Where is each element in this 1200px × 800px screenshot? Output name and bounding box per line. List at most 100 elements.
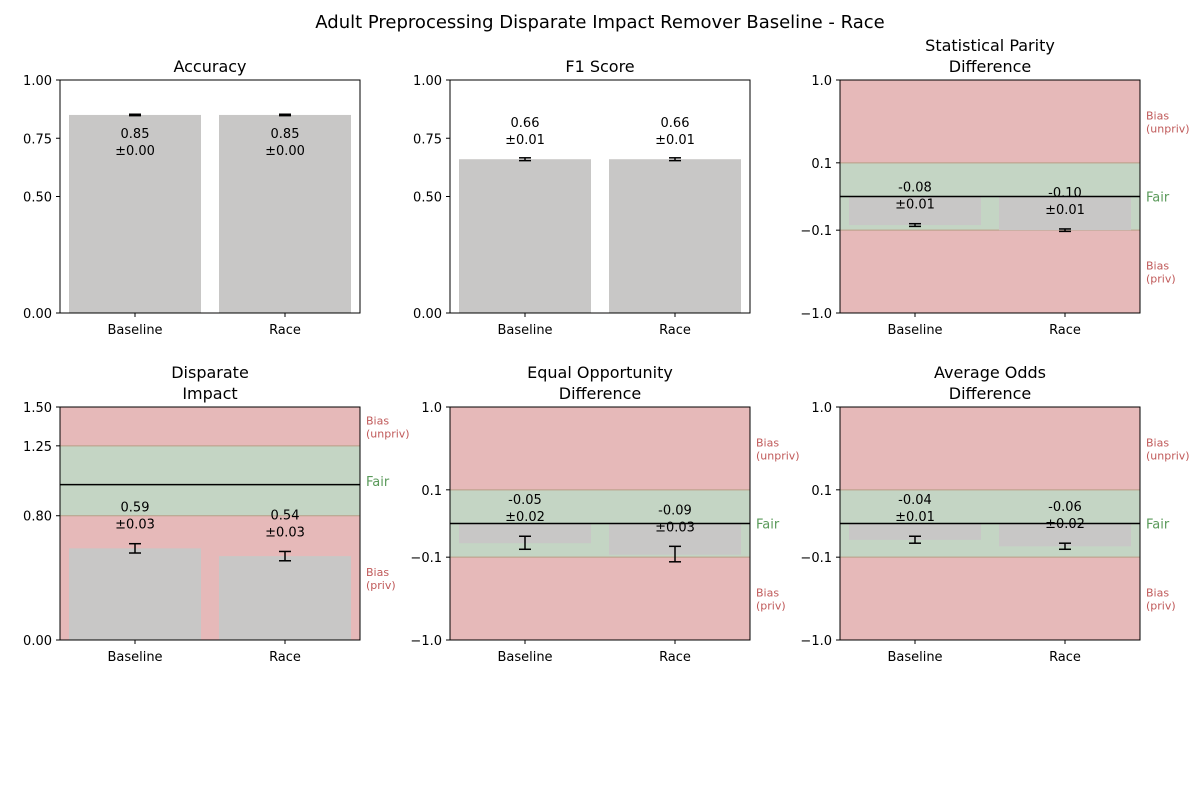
chart-aod: Bias(unpriv)Bias(priv)Fair-0.04±0.01Base… (800, 363, 1189, 665)
chart-title: F1 Score (565, 57, 634, 76)
data-label: ±0.02 (1045, 517, 1085, 532)
fair-label: Fair (756, 518, 780, 533)
bar-baseline (69, 548, 201, 640)
chart-spd: Bias(unpriv)Bias(priv)Fair-0.08±0.01Base… (800, 36, 1189, 338)
y-tick-label: 0.1 (421, 484, 442, 499)
x-tick-label: Baseline (107, 323, 162, 338)
chart-eod: Bias(unpriv)Bias(priv)Fair-0.05±0.02Base… (410, 363, 799, 665)
y-tick-label: −1.0 (800, 307, 832, 322)
data-label: -0.06 (1048, 500, 1082, 515)
data-label: ±0.03 (655, 520, 695, 535)
bias-priv-label: (priv) (756, 600, 786, 613)
y-tick-label: 0.1 (811, 484, 832, 499)
data-label: -0.04 (898, 493, 932, 508)
chart-title: Statistical Parity (925, 36, 1055, 55)
y-tick-label: 0.50 (23, 191, 52, 206)
chart-title: Difference (949, 57, 1031, 76)
fair-zone (60, 445, 360, 516)
bias-unpriv-label: Bias (1146, 436, 1169, 449)
data-label: ±0.01 (895, 198, 935, 213)
x-tick-label: Baseline (887, 650, 942, 665)
chart-title: Equal Opportunity (527, 363, 673, 382)
plot-frame (59, 406, 361, 641)
data-label: ±0.03 (265, 525, 305, 540)
bias-unpriv-zone (60, 407, 360, 446)
bar-race (999, 523, 1131, 547)
bias-unpriv-label: (unpriv) (1146, 449, 1190, 462)
y-tick-label: −0.1 (410, 551, 442, 566)
bias-priv-label: Bias (756, 587, 779, 600)
bar-race (219, 556, 351, 640)
bias-priv-label: Bias (366, 566, 389, 579)
chart-f1: 0.66 ±0.01 Baseline 0.66 ±0.01 Race 0.00 0.50 0.… (413, 57, 751, 338)
data-label: -0.09 (658, 503, 692, 518)
x-tick-label: Baseline (497, 650, 552, 665)
data-label: ±0.01 (505, 133, 545, 148)
x-tick-label: Race (269, 650, 301, 665)
y-tick-label: 0.80 (23, 510, 52, 525)
fair-label: Fair (1146, 191, 1170, 206)
bias-unpriv-zone (840, 407, 1140, 490)
data-label: -0.10 (1048, 186, 1082, 201)
bias-unpriv-zone (450, 407, 750, 490)
figure-title: Adult Preprocessing Disparate Impact Rem… (315, 12, 885, 33)
y-tick-label: −1.0 (410, 634, 442, 649)
fair-label: Fair (1146, 518, 1170, 533)
data-label: 0.66 (511, 116, 540, 131)
chart-title: Disparate (171, 363, 249, 382)
y-tick-label: 1.0 (811, 74, 832, 89)
data-label: -0.05 (508, 493, 542, 508)
bias-unpriv-label: Bias (756, 436, 779, 449)
bar-baseline (459, 159, 591, 313)
bias-unpriv-label: Bias (366, 414, 389, 427)
plot-frame (839, 79, 1141, 314)
x-tick-label: Race (1049, 650, 1081, 665)
x-tick-label: Race (659, 650, 691, 665)
bar-baseline (459, 523, 591, 544)
x-tick-label: Race (1049, 323, 1081, 338)
x-tick-label: Baseline (107, 650, 162, 665)
data-label: ±0.02 (505, 510, 545, 525)
fair-label: Fair (366, 475, 390, 490)
bias-unpriv-zone (840, 80, 1140, 163)
bar-race (219, 114, 351, 313)
bias-priv-zone (450, 557, 750, 640)
bias-unpriv-label: Bias (1146, 109, 1169, 122)
bar-race (609, 159, 741, 313)
data-label: ±0.03 (115, 518, 155, 533)
bias-priv-zone (840, 557, 1140, 640)
bias-priv-label: Bias (1146, 587, 1169, 600)
chart-title: Difference (559, 384, 641, 403)
bar-baseline (69, 114, 201, 313)
chart-di: Bias(unpriv)Bias(priv)Fair0.59±0.03Basel… (23, 363, 410, 665)
bias-priv-label: Bias (1146, 260, 1169, 273)
bias-priv-label: (priv) (1146, 273, 1176, 286)
y-tick-label: −0.1 (800, 551, 832, 566)
bar-baseline (849, 196, 981, 226)
plot-frame (449, 406, 751, 641)
data-label: 0.85 (271, 127, 300, 142)
data-label: 0.59 (121, 501, 150, 516)
data-label: ±0.01 (1045, 203, 1085, 218)
y-tick-label: 1.00 (413, 74, 442, 89)
bias-unpriv-label: (unpriv) (366, 427, 410, 440)
bar-baseline (849, 523, 981, 540)
y-tick-label: 1.50 (23, 401, 52, 416)
y-tick-label: 0.50 (413, 191, 442, 206)
y-tick-label: 1.0 (421, 401, 442, 416)
x-tick-label: Race (269, 323, 301, 338)
bias-priv-zone (840, 230, 1140, 313)
bias-priv-label: (priv) (366, 579, 396, 592)
data-label: ±0.00 (265, 144, 305, 159)
data-label: 0.85 (121, 127, 150, 142)
x-tick-label: Race (659, 323, 691, 338)
bar-race (999, 196, 1131, 231)
y-tick-label: 1.25 (23, 440, 52, 455)
bias-unpriv-label: (unpriv) (756, 449, 800, 462)
bias-unpriv-label: (unpriv) (1146, 122, 1190, 135)
y-tick-label: 1.00 (23, 74, 52, 89)
x-tick-label: Baseline (497, 323, 552, 338)
y-tick-label: 0.75 (23, 132, 52, 147)
y-tick-label: 0.00 (413, 307, 442, 322)
